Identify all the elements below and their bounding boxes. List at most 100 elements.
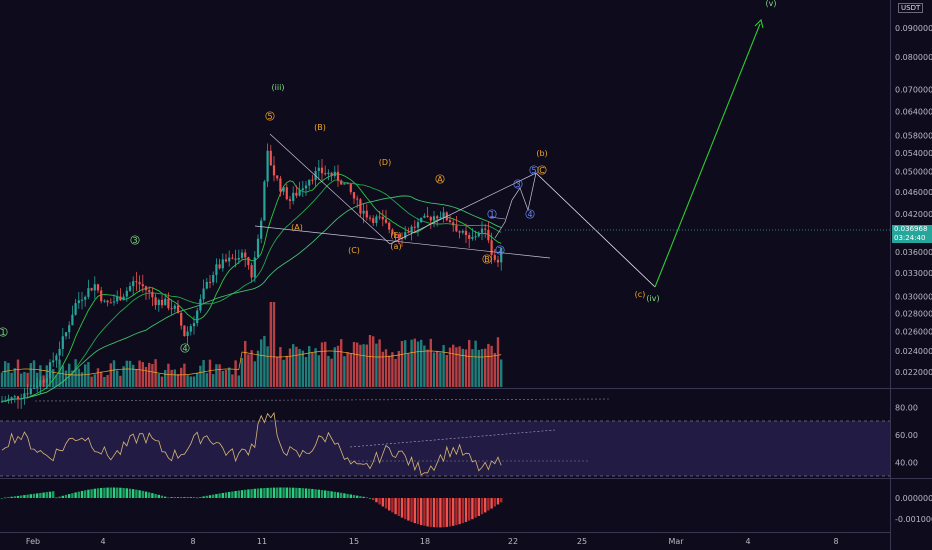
- macd-bar: [218, 493, 221, 498]
- volume-bar: [256, 350, 260, 387]
- macd-bar: [301, 488, 304, 498]
- macd-bar: [240, 490, 244, 498]
- macd-bar: [308, 488, 311, 498]
- volume-bar: [327, 355, 330, 387]
- volume-bar: [202, 359, 205, 387]
- price-axis[interactable]: 0.090000 0.080000 0.070000 0.064000 0.058000…: [895, 24, 932, 377]
- candle-body: [301, 188, 304, 191]
- macd-bar: [429, 498, 432, 527]
- macd-bar: [7, 497, 10, 498]
- candle-body: [493, 254, 496, 260]
- volume-bar: [468, 339, 471, 387]
- volume-bar: [77, 368, 80, 387]
- macd-bar: [327, 490, 330, 498]
- volume-bar: [400, 340, 404, 387]
- price-tick-label: 0.080000: [895, 53, 932, 62]
- price-tick-label: 0.028000: [895, 309, 932, 318]
- candle-body: [167, 298, 170, 309]
- macd-bar: [4, 497, 7, 499]
- volume-bar: [410, 339, 413, 387]
- volume-bar: [352, 341, 356, 387]
- volume-bar: [500, 359, 503, 387]
- macd-bar: [58, 496, 61, 498]
- wave-label-circle: [495, 245, 505, 255]
- candle-body: [224, 259, 228, 262]
- triangle-upper-line: [269, 133, 391, 245]
- candle-body: [263, 181, 266, 221]
- volume-bar: [487, 343, 490, 387]
- macd-bar: [500, 498, 503, 503]
- macd-bar: [292, 487, 295, 498]
- wave-label: 4: [182, 344, 187, 353]
- macd-bar: [388, 498, 391, 511]
- price-tick-label: 0.054000: [895, 149, 932, 158]
- macd-bar: [490, 498, 493, 509]
- volume-bar: [173, 369, 176, 387]
- rsi-line: [1, 398, 611, 476]
- rsi-tick-label: 80.00: [895, 403, 918, 412]
- date-tick-label: 4: [745, 537, 750, 546]
- macd-bar: [13, 496, 16, 498]
- candle-body: [71, 314, 74, 326]
- volume-bar: [151, 364, 154, 387]
- candle-countdown: 03:24:40: [892, 234, 932, 243]
- candle-body: [432, 216, 436, 221]
- volume-bar: [16, 359, 20, 387]
- candle-body: [68, 325, 71, 333]
- volume-bar: [189, 376, 192, 387]
- candle-body: [141, 284, 144, 287]
- wave-label: (c): [635, 290, 646, 299]
- candle-body: [282, 187, 285, 192]
- candle-body: [36, 386, 39, 388]
- macd-bar: [132, 489, 135, 498]
- macd-bar: [71, 493, 74, 498]
- macd-bar: [109, 487, 112, 498]
- volume-bar: [164, 369, 167, 387]
- candle-body: [500, 247, 503, 263]
- volume-bar: [314, 348, 317, 387]
- macd-bar: [455, 498, 458, 526]
- price-tick-label: 0.070000: [895, 85, 932, 94]
- volume-bar: [80, 372, 84, 387]
- macd-bar: [311, 488, 314, 498]
- currency-label[interactable]: USDT: [898, 3, 924, 13]
- macd-bar: [167, 497, 170, 499]
- macd-bar: [304, 488, 308, 498]
- candle-body: [477, 232, 480, 237]
- volume-bar: [493, 352, 496, 387]
- macd-bar: [477, 498, 480, 517]
- volume-bar: [10, 372, 13, 387]
- price-tick-label: 0.030000: [895, 292, 932, 301]
- volume-bar: [362, 344, 365, 387]
- candle-body: [330, 172, 333, 177]
- macd-axis[interactable]: 0.000000 -0.001000: [895, 494, 932, 524]
- candle-body: [247, 257, 250, 266]
- candle-body: [256, 238, 260, 258]
- volume-bar: [426, 349, 429, 387]
- macd-bar: [250, 489, 253, 498]
- rsi-axis[interactable]: 80.00 60.00 40.00: [895, 403, 918, 467]
- volume-bar: [330, 358, 333, 387]
- wave-label-circle: [435, 174, 445, 184]
- macd-bar: [42, 492, 45, 498]
- time-axis[interactable]: Feb 4 8 11 15 18 22 25 Mar 4 8: [26, 537, 839, 546]
- price-tick-label: 0.058000: [895, 131, 932, 140]
- macd-bar: [247, 489, 250, 498]
- candle-body: [292, 192, 295, 201]
- wave-label: 3: [515, 180, 520, 189]
- wave-label: (C): [348, 246, 360, 255]
- candle-body: [311, 179, 314, 181]
- candle-body: [202, 288, 205, 300]
- volume-bar: [292, 344, 295, 387]
- volume-bar: [458, 346, 461, 387]
- volume-bar: [221, 370, 224, 387]
- volume-bar: [320, 342, 324, 387]
- wave-label: (iii): [272, 83, 285, 92]
- projection-arrowhead: [754, 18, 764, 29]
- volume-bar: [68, 363, 71, 387]
- volume-bar: [490, 345, 493, 387]
- candle-body: [192, 323, 196, 327]
- candle-body: [324, 173, 327, 175]
- candle-body: [356, 198, 359, 200]
